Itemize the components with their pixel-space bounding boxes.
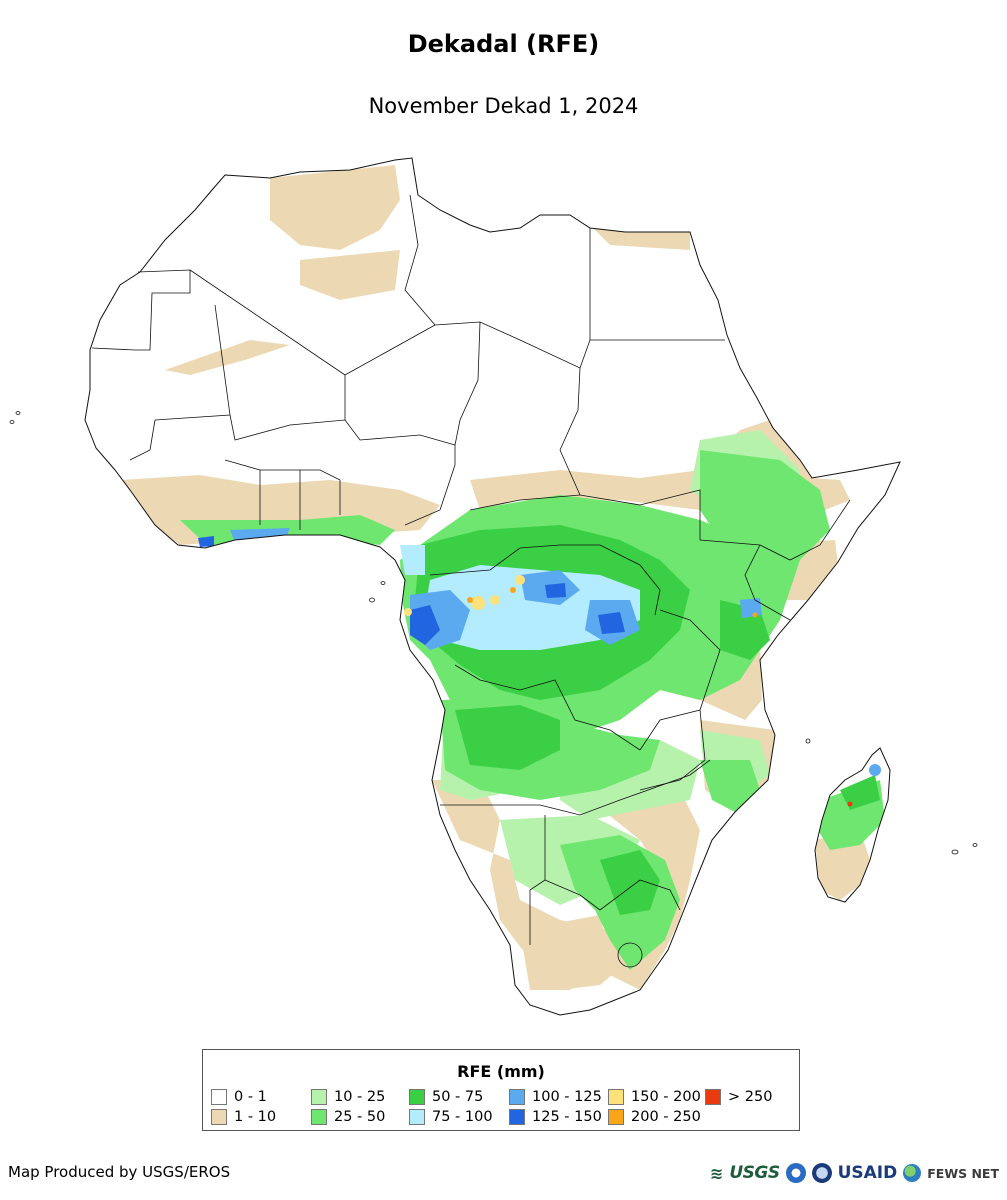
legend-item: 75 - 100 — [409, 1108, 493, 1126]
legend-label: 150 - 200 — [631, 1089, 701, 1105]
country-borders — [91, 194, 851, 968]
legend-swatch — [608, 1109, 624, 1125]
legend-item: 0 - 1 — [211, 1088, 267, 1106]
usaid-logo: USAID — [837, 1163, 898, 1183]
legend-item: > 250 — [705, 1088, 772, 1106]
legend-swatch — [509, 1089, 525, 1105]
legend-items: 0 - 1 1 - 10 10 - 25 25 - 50 50 - 75 75 … — [211, 1088, 791, 1128]
legend-title: RFE (mm) — [457, 1062, 545, 1081]
rainfall-zones-madagascar — [815, 764, 885, 900]
legend-swatch — [705, 1089, 721, 1105]
noaa-seal-icon — [785, 1163, 806, 1183]
legend-label: 200 - 250 — [631, 1109, 701, 1125]
legend-item: 125 - 150 — [509, 1108, 602, 1126]
legend-item: 25 - 50 — [311, 1108, 385, 1126]
rainfall-map — [9, 157, 978, 1016]
legend-swatch — [311, 1089, 327, 1105]
fewsnet-logo: FEWS NET — [927, 1165, 999, 1181]
legend-swatch — [608, 1089, 624, 1105]
legend-label: 125 - 150 — [532, 1109, 602, 1125]
fewsnet-globe-icon — [903, 1164, 922, 1182]
legend-swatch — [409, 1109, 425, 1125]
legend-label: 50 - 75 — [432, 1089, 484, 1105]
legend-label: 75 - 100 — [432, 1109, 493, 1125]
legend-swatch — [211, 1089, 227, 1105]
legend-swatch — [211, 1109, 227, 1125]
legend-label: 100 - 125 — [532, 1089, 602, 1105]
legend-swatch — [509, 1109, 525, 1125]
agency-logos: ≋ USGS USAID FEWS NET — [710, 1158, 999, 1188]
legend-item: 100 - 125 — [509, 1088, 602, 1106]
map-credit: Map Produced by USGS/EROS — [8, 1163, 231, 1181]
legend-label: 25 - 50 — [334, 1109, 386, 1125]
islands — [9, 411, 978, 855]
legend-item: 150 - 200 — [608, 1088, 701, 1106]
map-subtitle: November Dekad 1, 2024 — [368, 94, 639, 118]
map-title: Dekadal (RFE) — [407, 30, 600, 58]
usgs-wave-icon: ≋ — [709, 1163, 724, 1183]
legend-item: 10 - 25 — [311, 1088, 385, 1106]
legend-item: 50 - 75 — [409, 1088, 483, 1106]
legend-swatch — [311, 1109, 327, 1125]
rainfall-zones-africa — [120, 165, 850, 990]
legend-label: > 250 — [728, 1089, 773, 1105]
legend-item: 200 - 250 — [608, 1108, 701, 1126]
legend-label: 10 - 25 — [334, 1089, 386, 1105]
legend-label: 0 - 1 — [234, 1089, 267, 1105]
legend-label: 1 - 10 — [234, 1109, 277, 1125]
usgs-logo: USGS — [729, 1163, 780, 1183]
legend-swatch — [409, 1089, 425, 1105]
legend: RFE (mm) 0 - 1 1 - 10 10 - 25 25 - 50 50… — [202, 1049, 800, 1131]
usaid-seal-icon — [811, 1163, 832, 1183]
legend-item: 1 - 10 — [211, 1108, 276, 1126]
